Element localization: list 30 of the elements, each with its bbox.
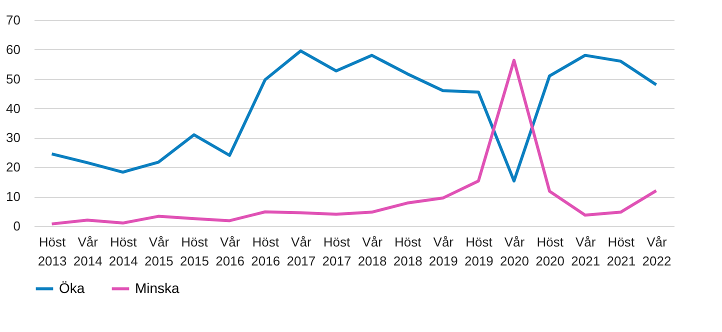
x-tick-label: Vår 2017 [286, 234, 316, 268]
x-tick-label: Höst 2021 [606, 234, 636, 268]
y-tick-label: 0 [13, 218, 20, 234]
x-tick-label: Höst 2020 [536, 234, 565, 268]
y-tick-label: 50 [6, 71, 20, 86]
x-tick-label: Vår 2021 [571, 234, 600, 268]
x-tick-label: Höst 2015 [180, 234, 209, 268]
x-tick-label: Vår 2015 [144, 234, 174, 268]
x-tick-label: Höst 2013 [38, 234, 67, 268]
x-tick-label: Vår 2018 [358, 234, 387, 268]
x-tick-label: Vår 2016 [216, 234, 245, 268]
y-tick-label: 20 [6, 160, 20, 175]
x-tick-label: Vår 2020 [500, 234, 529, 268]
x-tick-label: Höst 2017 [322, 234, 352, 268]
y-tick-label: 30 [6, 130, 20, 146]
x-tick-label: Höst 2018 [393, 234, 422, 268]
x-tick-label: Höst 2016 [251, 234, 280, 268]
x-tick-label: Vår 2022 [642, 234, 672, 268]
x-tick-label: Höst 2014 [108, 234, 138, 268]
legend-label: Minska [135, 280, 180, 296]
line-series [50, 58, 658, 226]
legend-label: Öka [59, 280, 85, 296]
y-tick-label: 40 [6, 100, 20, 116]
y-tick-label: 60 [6, 42, 20, 57]
x-tick-label: Vår 2014 [73, 234, 102, 268]
x-tick-label: Höst 2019 [464, 234, 494, 268]
x-tick-label: Vår 2019 [428, 234, 458, 268]
y-tick-label: 10 [6, 189, 20, 204]
y-tick-label: 70 [6, 12, 20, 28]
line-series [50, 49, 658, 182]
